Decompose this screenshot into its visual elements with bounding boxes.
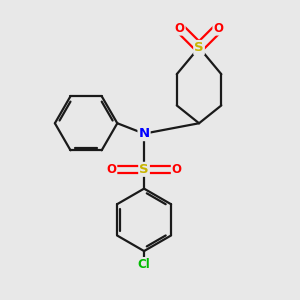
Text: O: O bbox=[172, 163, 182, 176]
Text: S: S bbox=[139, 163, 149, 176]
Text: O: O bbox=[106, 163, 116, 176]
Text: O: O bbox=[175, 22, 185, 34]
Text: O: O bbox=[213, 22, 224, 34]
Text: S: S bbox=[194, 41, 204, 54]
Text: N: N bbox=[139, 127, 150, 140]
Text: Cl: Cl bbox=[138, 258, 150, 271]
